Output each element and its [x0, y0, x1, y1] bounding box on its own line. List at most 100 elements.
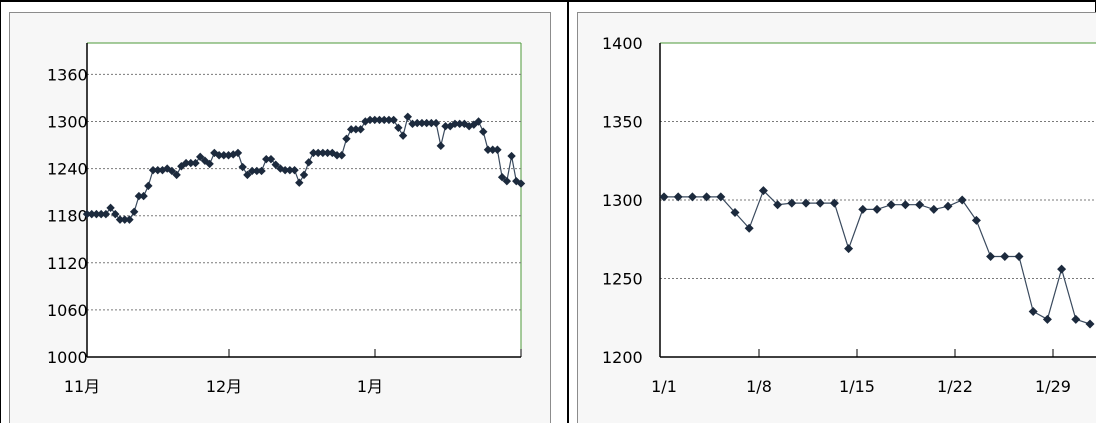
data-point — [773, 200, 783, 210]
data-point — [120, 215, 129, 224]
y-tick-label: 1240 — [47, 160, 88, 179]
left-border — [0, 0, 1, 423]
data-point — [829, 198, 839, 208]
panel-divider — [567, 0, 569, 423]
data-point — [730, 208, 740, 218]
y-tick-label: 1300 — [47, 113, 88, 132]
data-point — [200, 156, 210, 165]
data-point — [659, 192, 669, 202]
data-point — [365, 115, 375, 125]
data-point — [167, 166, 177, 176]
data-point — [801, 198, 811, 208]
y-tick-label: 1300 — [602, 191, 643, 210]
data-point — [299, 170, 309, 180]
data-point — [858, 204, 868, 214]
y-tick-label: 1360 — [47, 65, 88, 84]
data-point — [1014, 252, 1024, 262]
data-point — [716, 192, 726, 202]
data-point — [957, 195, 967, 205]
data-point — [516, 179, 526, 188]
y-tick-label: 1400 — [602, 34, 643, 53]
data-point — [915, 200, 925, 210]
data-point — [1042, 314, 1052, 324]
data-point — [929, 204, 939, 214]
data-point — [144, 181, 153, 191]
data-point — [186, 158, 195, 168]
data-point — [266, 154, 276, 164]
top-border — [0, 0, 1096, 2]
data-point — [900, 200, 910, 210]
data-point — [436, 141, 446, 151]
data-point — [389, 115, 398, 125]
data-point — [115, 215, 125, 224]
chart-left: 1000 1060 1120 1180 1240 1300 1360 11月 12月 1月 — [47, 42, 526, 396]
data-point — [304, 158, 313, 167]
x-tick-label: 1/1 — [651, 377, 677, 396]
data-point — [488, 145, 497, 154]
data-point — [408, 119, 417, 129]
x-tick-label: 1/29 — [1035, 377, 1071, 396]
y-tick-label: 1180 — [47, 207, 88, 226]
data-point — [441, 122, 450, 131]
data-point — [148, 165, 158, 175]
x-tick-label: 12月 — [206, 377, 242, 396]
data-point — [96, 209, 106, 219]
y-tick-label: 1350 — [602, 113, 643, 132]
data-point — [943, 201, 953, 211]
data-point — [106, 203, 115, 213]
data-point — [872, 204, 882, 214]
data-point — [101, 209, 111, 219]
data-point — [1085, 319, 1095, 329]
data-point — [384, 115, 394, 125]
y-tick-label: 1250 — [602, 270, 643, 289]
data-point — [134, 191, 144, 201]
data-point — [379, 115, 389, 125]
data-point — [262, 154, 271, 164]
x-tick-label: 1/22 — [937, 377, 973, 396]
x-tick-label: 1月 — [357, 377, 383, 396]
x-tick-label: 11月 — [64, 377, 100, 396]
data-point — [111, 209, 120, 219]
data-point — [497, 173, 507, 182]
data-point — [351, 125, 361, 134]
data-point — [243, 170, 252, 180]
data-point — [238, 162, 247, 172]
data-point — [172, 170, 181, 180]
data-point — [673, 192, 683, 202]
data-point — [483, 145, 493, 154]
data-point — [394, 123, 403, 132]
data-point — [1028, 306, 1038, 316]
data-point — [332, 151, 342, 160]
data-point — [479, 127, 488, 136]
y-tick-label: 1200 — [602, 348, 643, 367]
data-point — [356, 125, 365, 134]
data-point — [247, 166, 257, 176]
data-point — [233, 148, 243, 158]
data-point — [191, 158, 200, 168]
data-point — [422, 118, 431, 128]
data-point — [342, 134, 351, 143]
data-point — [450, 119, 460, 129]
data-point — [787, 198, 797, 208]
data-point — [403, 112, 412, 121]
data-point — [87, 209, 96, 219]
data-point — [971, 215, 981, 225]
data-point — [702, 192, 712, 202]
plot-area — [87, 43, 521, 357]
data-point — [986, 252, 996, 262]
data-point — [196, 152, 205, 162]
chart-right: 1200 1250 1300 1350 1400 1/1 1/8 1/15 1/22 1/29 — [602, 34, 1096, 396]
data-point — [337, 151, 346, 160]
data-point — [417, 118, 427, 128]
data-point — [295, 178, 304, 187]
data-point — [1057, 264, 1067, 274]
data-point — [455, 119, 464, 129]
data-point — [1000, 252, 1010, 262]
data-point — [502, 176, 512, 186]
data-point — [139, 191, 148, 201]
data-point — [431, 118, 441, 128]
data-point — [313, 148, 323, 158]
data-point — [687, 192, 697, 202]
data-point — [1071, 314, 1081, 324]
